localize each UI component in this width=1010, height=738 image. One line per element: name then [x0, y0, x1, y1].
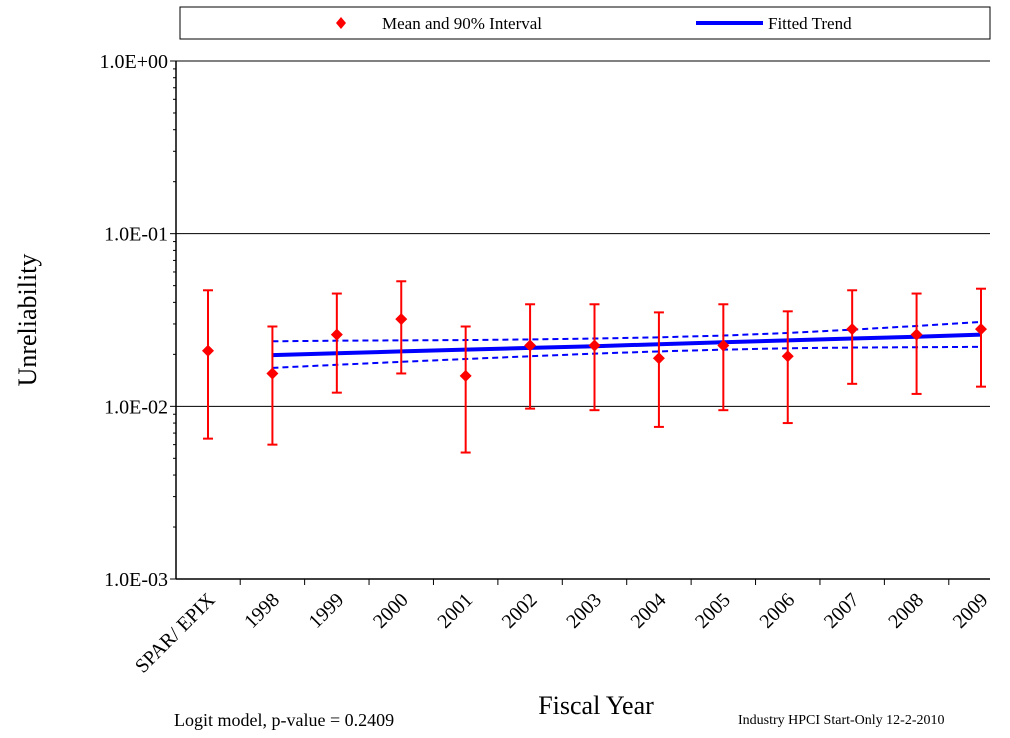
mean-marker: [846, 323, 859, 336]
mean-marker: [975, 323, 987, 336]
mean-marker: [781, 350, 794, 363]
mean-marker: [524, 339, 537, 352]
x-tick-label: 2009: [949, 589, 993, 633]
model-note: Logit model, p-value = 0.2409: [174, 710, 395, 730]
x-tick-label: 1999: [305, 589, 349, 633]
fitted-trend: [272, 320, 982, 369]
y-tick-labels: 1.0E+00 1.0E-01 1.0E-02 1.0E-03: [100, 51, 169, 591]
gridlines: [170, 60, 990, 580]
y-tick-label: 1.0E-03: [104, 569, 168, 591]
x-tick-label: 1998: [240, 589, 284, 633]
legend-trend-label: Fitted Trend: [768, 14, 852, 33]
x-tick-label: SPAR/ EPIX: [131, 589, 220, 678]
x-tick-label: 2005: [691, 589, 735, 633]
x-tick-label: 2007: [820, 589, 864, 633]
x-tick-label: 2001: [433, 589, 477, 633]
x-tick-label: 2004: [627, 589, 671, 633]
mean-marker: [330, 328, 343, 341]
x-tick-label: 2003: [562, 589, 606, 633]
mean-marker: [910, 328, 923, 341]
x-tick-label: 2006: [755, 589, 799, 633]
x-tick-label: 2002: [498, 589, 542, 633]
legend: Mean and 90% Interval Fitted Trend: [179, 6, 991, 40]
y-tick-label: 1.0E-01: [104, 224, 168, 246]
mean-marker: [459, 369, 472, 382]
legend-mean-label: Mean and 90% Interval: [382, 14, 542, 33]
y-tick-label: 1.0E+00: [100, 51, 169, 73]
mean-interval-points: [202, 280, 987, 454]
legend-box: [179, 6, 991, 40]
mean-marker: [395, 313, 408, 326]
y-tick-label: 1.0E-02: [104, 396, 168, 418]
trend-upper-bound: [272, 320, 982, 343]
y-axis-title: Unreliability: [13, 254, 42, 387]
x-tick-labels: SPAR/ EPIX 1998 1999 2000 2001 2002 2003 2004 20…: [131, 589, 993, 678]
axes: [175, 61, 990, 585]
source-note: Industry HPCI Start-Only 12-2-2010: [738, 713, 945, 728]
mean-marker: [717, 339, 730, 352]
trend-lower-bound: [272, 345, 982, 369]
legend-mean-marker: [336, 17, 346, 29]
mean-marker: [588, 339, 601, 352]
mean-marker: [202, 344, 214, 357]
trend-line: [272, 332, 982, 358]
mean-marker: [652, 352, 665, 365]
mean-marker: [266, 367, 279, 380]
x-axis-title: Fiscal Year: [538, 691, 654, 720]
x-tick-label: 2008: [884, 589, 928, 633]
x-tick-label: 2000: [369, 589, 413, 633]
